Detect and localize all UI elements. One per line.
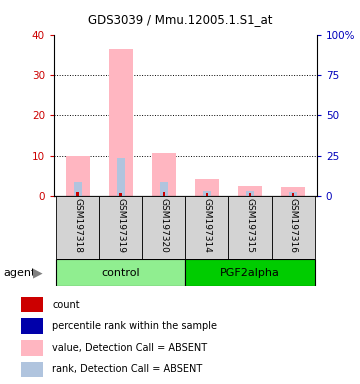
Bar [249,193,251,196]
Bar [160,182,168,196]
Text: value, Detection Call = ABSENT: value, Detection Call = ABSENT [52,343,207,353]
Text: percentile rank within the sample: percentile rank within the sample [52,321,217,331]
Bar [21,318,44,334]
Bar [289,192,297,196]
Text: count: count [52,300,80,310]
Bar [21,340,44,356]
Text: agent: agent [4,268,36,278]
Bar [206,193,208,196]
Bar [238,186,262,196]
Bar [21,297,44,312]
Bar [203,191,211,196]
Bar [229,196,271,259]
Bar [292,193,294,196]
Bar [163,192,165,196]
Bar [21,362,44,377]
Bar [246,191,254,196]
Text: GSM197315: GSM197315 [246,198,255,253]
Bar [152,153,176,196]
Bar [76,192,79,196]
Text: ▶: ▶ [33,266,42,279]
Bar [185,259,315,286]
Bar [66,156,90,196]
Bar [99,196,142,259]
Text: rank, Detection Call = ABSENT: rank, Detection Call = ABSENT [52,364,202,374]
Bar [117,157,125,196]
Bar [109,49,132,196]
Bar [271,196,315,259]
Bar [120,193,122,196]
Text: GSM197316: GSM197316 [289,198,298,253]
Bar [56,196,99,259]
Bar [142,196,185,259]
Bar [74,182,82,196]
Bar [195,179,219,196]
Text: control: control [102,268,140,278]
Text: GDS3039 / Mmu.12005.1.S1_at: GDS3039 / Mmu.12005.1.S1_at [88,13,272,26]
Text: GSM197318: GSM197318 [73,198,82,253]
Text: GSM197314: GSM197314 [202,198,211,253]
Text: GSM197319: GSM197319 [116,198,125,253]
Bar [56,259,185,286]
Text: PGF2alpha: PGF2alpha [220,268,280,278]
Bar [185,196,229,259]
Bar [281,187,305,196]
Text: GSM197320: GSM197320 [159,198,168,253]
